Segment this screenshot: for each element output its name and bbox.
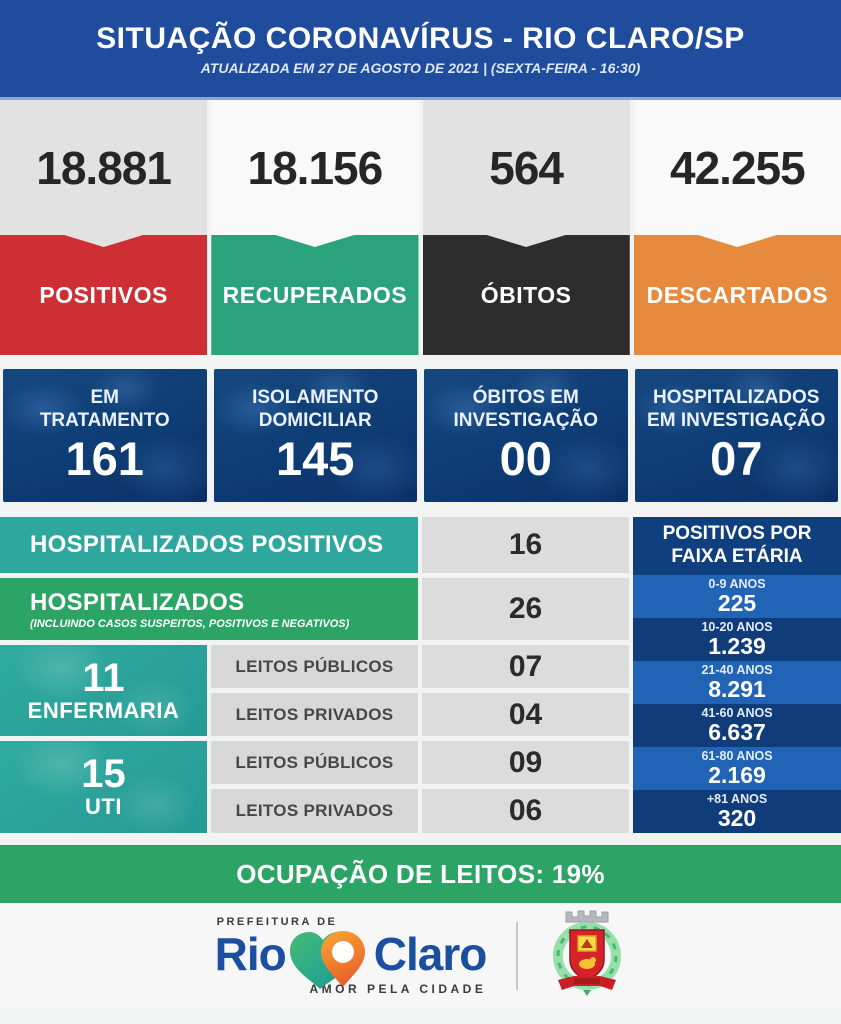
logo-tagline: AMOR PELA CIDADE (309, 982, 487, 996)
box-obitos-investigacao: ÓBITOS EM INVESTIGAÇÃO 00 (424, 369, 628, 502)
box-title: ÓBITOS EM INVESTIGAÇÃO (453, 387, 599, 431)
age-row-81-plus: +81 ANOS 320 (633, 790, 841, 833)
age-label: 41-60 ANOS (701, 706, 773, 721)
footer: PREFEITURA DE Rio (0, 903, 841, 1009)
box-title: EM TRATAMENTO (39, 387, 170, 431)
ward-enfermaria: 11 ENFERMARIA (0, 645, 207, 736)
value-hospitalizados: 26 (422, 578, 629, 640)
stat-label-recuperados: RECUPERADOS (211, 235, 419, 355)
age-row-41-60: 41-60 ANOS 6.637 (633, 704, 841, 747)
value-enfermaria-publicos: 07 (422, 645, 629, 688)
age-value: 320 (717, 805, 757, 832)
row-label: HOSPITALIZADOS (30, 588, 245, 616)
age-value: 1.239 (708, 633, 766, 660)
box-value: 145 (276, 432, 355, 486)
age-row-61-80: 61-80 ANOS 2.169 (633, 747, 841, 790)
stats-row: 18.881 POSITIVOS 18.156 RECUPERADOS 564 … (0, 100, 841, 355)
city-coat-of-arms (548, 908, 626, 1005)
row-hospitalizados: HOSPITALIZADOS (INCLUINDO CASOS SUSPEITO… (0, 578, 418, 640)
box-value: 161 (65, 432, 144, 486)
value-uti-publicos: 09 (422, 741, 629, 784)
stat-value-positivos: 18.881 (36, 141, 172, 194)
updated-timestamp: ATUALIZADA EM 27 DE AGOSTO DE 2021 | (SE… (200, 59, 641, 76)
label-enfermaria-publicos: LEITOS PÚBLICOS (211, 645, 418, 688)
box-em-tratamento: EM TRATAMENTO 161 (3, 369, 207, 502)
ward-count: 11 (82, 655, 125, 700)
label-uti-privados: LEITOS PRIVADOS (211, 789, 418, 833)
logo-main: Rio (214, 928, 488, 989)
ward-name: UTI (85, 794, 122, 819)
footer-divider (516, 922, 519, 990)
box-title: ISOLAMENTO DOMICILIAR (252, 387, 379, 431)
stat-col-obitos: 564 ÓBITOS (422, 100, 630, 355)
age-label: +81 ANOS (706, 792, 768, 807)
age-panel: POSITIVOS POR FAIXA ETÁRIA 0-9 ANOS 225 … (633, 517, 841, 833)
logo-pretitle: PREFEITURA DE (216, 916, 338, 928)
stat-col-recuperados: 18.156 RECUPERADOS (211, 100, 419, 355)
page-title: SITUAÇÃO CORONAVÍRUS - RIO CLARO/SP (96, 21, 745, 55)
value-uti-privados: 06 (422, 789, 629, 833)
age-panel-title: POSITIVOS POR FAIXA ETÁRIA (633, 517, 841, 575)
age-value: 8.291 (708, 676, 766, 703)
ward-count: 15 (81, 752, 126, 796)
heart-pin-icon (282, 927, 378, 993)
age-label: 0-9 ANOS (708, 577, 766, 592)
stat-label-descartados: DESCARTADOS (633, 235, 841, 355)
stat-label-positivos: POSITIVOS (0, 235, 208, 355)
blue-boxes-row: EM TRATAMENTO 161 ISOLAMENTO DOMICILIAR … (0, 355, 841, 502)
label-enfermaria-privados: LEITOS PRIVADOS (211, 693, 418, 736)
value-enfermaria-privados: 04 (422, 693, 629, 736)
row-sublabel: (INCLUINDO CASOS SUSPEITOS, POSITIVOS E … (30, 617, 350, 630)
occupancy-bar: OCUPAÇÃO DE LEITOS: 19% (0, 845, 841, 903)
stat-value-recuperados: 18.156 (247, 141, 384, 194)
box-value: 07 (710, 432, 763, 486)
age-value: 2.169 (708, 762, 766, 789)
box-hospitalizados-investigacao: HOSPITALIZADOS EM INVESTIGAÇÃO 07 (635, 369, 839, 502)
stat-col-descartados: 42.255 DESCARTADOS (633, 100, 841, 355)
label-uti-publicos: LEITOS PÚBLICOS (211, 741, 418, 784)
ward-uti: 15 UTI (0, 741, 207, 833)
row-hospitalizados-positivos: HOSPITALIZADOS POSITIVOS (0, 517, 418, 573)
box-title: HOSPITALIZADOS EM INVESTIGAÇÃO (647, 387, 826, 431)
value-hospitalizados-positivos: 16 (422, 517, 629, 573)
age-row-10-20: 10-20 ANOS 1.239 (633, 618, 841, 661)
age-row-21-40: 21-40 ANOS 8.291 (633, 661, 841, 704)
age-label: 61-80 ANOS (701, 749, 773, 764)
stat-col-positivos: 18.881 POSITIVOS (0, 100, 208, 355)
age-value: 6.637 (708, 719, 766, 746)
rio-claro-logo: PREFEITURA DE Rio (214, 916, 488, 996)
hospital-section: HOSPITALIZADOS POSITIVOS 16 HOSPITALIZAD… (0, 517, 841, 833)
age-label: 21-40 ANOS (701, 663, 773, 678)
logo-word-claro: Claro (373, 928, 488, 980)
logo-word-rio: Rio (214, 928, 287, 980)
stat-value-descartados: 42.255 (670, 141, 806, 194)
box-isolamento-domiciliar: ISOLAMENTO DOMICILIAR 145 (214, 369, 418, 502)
ward-name: ENFERMARIA (27, 697, 180, 723)
stat-value-obitos: 564 (489, 141, 564, 194)
age-value: 225 (717, 590, 757, 617)
age-row-0-9: 0-9 ANOS 225 (633, 575, 841, 618)
row-label: HOSPITALIZADOS POSITIVOS (30, 531, 384, 558)
stat-label-obitos: ÓBITOS (422, 235, 630, 355)
age-label: 10-20 ANOS (701, 620, 773, 635)
box-value: 00 (499, 432, 552, 486)
header: SITUAÇÃO CORONAVÍRUS - RIO CLARO/SP ATUA… (0, 0, 841, 100)
